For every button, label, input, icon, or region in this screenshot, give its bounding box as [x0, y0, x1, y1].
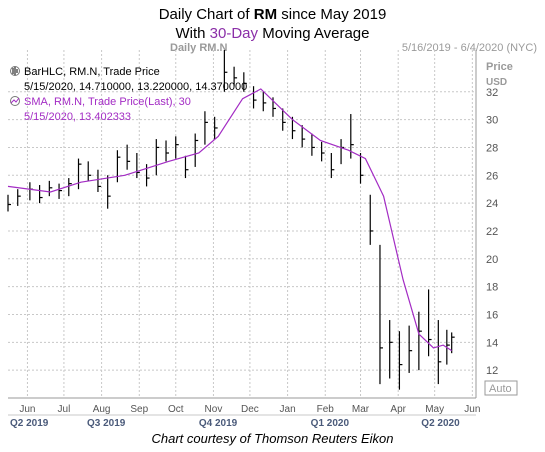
legend: BarHLC, RM.N, Trade Price 5/15/2020, 14.… [10, 66, 247, 123]
hlc-bar [77, 158, 82, 190]
sma-legend-values: 5/15/2020, 13.402333 [24, 111, 131, 123]
hlc-bar [398, 331, 403, 390]
subtitle-highlight: 30-Day [209, 25, 259, 42]
sma-legend-icon [10, 96, 20, 106]
hlc-bar [48, 180, 53, 197]
hlc-bar [408, 325, 413, 373]
month-tick-label: Mar [352, 404, 370, 415]
bar-legend-icon [10, 66, 20, 76]
month-tick-label: Feb [317, 404, 335, 415]
hlc-bar [58, 183, 63, 199]
y-tick-label: 20 [486, 254, 498, 266]
hlc-bar [155, 139, 160, 176]
quarter-tick-label: Q1 2020 [311, 418, 350, 429]
hlc-bar [39, 185, 43, 204]
y-tick-label: 32 [486, 87, 498, 99]
hlc-bar [369, 194, 374, 245]
hlc-bar [126, 144, 131, 170]
month-tick-label: Oct [168, 404, 184, 415]
y-tick-label: 12 [486, 365, 498, 377]
hlc-bar [311, 133, 315, 156]
hlc-bar [165, 140, 170, 162]
quarter-tick-label: Q2 2020 [421, 418, 460, 429]
hlc-bar [29, 182, 33, 201]
auto-scale-button[interactable]: Auto [484, 380, 518, 396]
hlc-bar [272, 97, 276, 117]
subtitle-suffix: Moving Average [258, 25, 370, 42]
y-tick-label: 14 [486, 337, 498, 349]
sma-30-line [7, 88, 453, 352]
hlc-bar [321, 141, 325, 162]
chart-title: Daily Chart of RM since May 2019 [0, 6, 545, 23]
hlc-bar [68, 178, 72, 197]
hlc-bar [233, 66, 238, 87]
price-axis-title: Price [486, 61, 513, 73]
quarter-tick-label: Q3 2019 [87, 418, 126, 429]
quarter-tick-label: Q4 2019 [199, 418, 238, 429]
y-tick-label: 24 [486, 198, 498, 210]
subtitle-prefix: With [175, 25, 210, 42]
month-tick-label: Jun [19, 404, 35, 415]
month-tick-label: Jan [280, 404, 296, 415]
month-tick-label: Sep [130, 404, 148, 415]
axes: 12 14 16 18 20 22 24 26 28 30 32 Jun Jul Aug Sep Oct Nov… [8, 50, 498, 429]
hlc-bar [291, 116, 296, 140]
hlc-bar [107, 175, 111, 209]
hlc-bar [437, 320, 442, 385]
hlc-bar [204, 111, 208, 145]
hlc-bar [359, 153, 364, 184]
hlc-bar [330, 153, 335, 179]
gridlines [8, 50, 476, 398]
month-tick-label: Dec [241, 404, 259, 415]
hlc-bar [252, 86, 257, 109]
chart-credit: Chart courtesy of Thomson Reuters Eikon [151, 431, 394, 446]
hlc-bar [87, 161, 92, 181]
hlc-bar [214, 116, 218, 140]
month-tick-label: Jun [464, 404, 480, 415]
quarter-tick-label: Q2 2019 [10, 418, 49, 429]
y-tick-label: 22 [486, 226, 498, 238]
bar-legend-values: 5/15/2020, 14.710000, 13.220000, 14.3700… [24, 81, 247, 93]
hlc-bar [418, 311, 422, 371]
y-tick-label: 28 [486, 142, 498, 154]
hlc-bar [17, 189, 21, 206]
hlc-bar [175, 136, 179, 159]
hlc-bar [282, 108, 286, 131]
hlc-bar [243, 72, 247, 92]
hlc-bar [427, 289, 432, 357]
hlc-bar [97, 169, 101, 192]
sma-legend-label: SMA, RM.N, Trade Price(Last), 30 [24, 96, 191, 108]
hlc-bar [389, 320, 393, 379]
month-tick-label: May [425, 404, 444, 415]
hlc-bar [340, 139, 345, 165]
hlc-bar [7, 194, 11, 212]
hlc-bar [301, 125, 306, 148]
y-tick-label: 26 [486, 170, 498, 182]
bar-legend-label: BarHLC, RM.N, Trade Price [24, 66, 160, 78]
currency-axis-title: USD [486, 77, 507, 88]
hlc-bar [262, 91, 267, 112]
hlc-bar [136, 153, 140, 179]
hlc-bar [194, 133, 199, 167]
month-tick-label: Nov [205, 404, 223, 415]
y-tick-label: 16 [486, 309, 498, 321]
chart-subtitle: With 30-Day Moving Average [0, 25, 545, 42]
month-tick-label: Aug [93, 404, 111, 415]
title-suffix: since May 2019 [277, 6, 387, 23]
y-tick-label: 30 [486, 115, 498, 127]
auto-label: Auto [489, 383, 512, 395]
date-range-label: 5/16/2019 - 6/4/2020 (NYC) [401, 42, 537, 54]
title-prefix: Daily Chart of [158, 6, 254, 23]
hlc-bar [379, 244, 383, 385]
title-ticker: RM [253, 6, 278, 23]
hlc-bar [184, 155, 189, 179]
month-tick-label: Apr [390, 404, 406, 415]
hlc-bar [116, 150, 121, 183]
hlc-bar [451, 332, 455, 354]
y-tick-label: 18 [486, 282, 498, 294]
hlc-bar [223, 50, 228, 92]
month-tick-label: Jul [58, 404, 71, 415]
